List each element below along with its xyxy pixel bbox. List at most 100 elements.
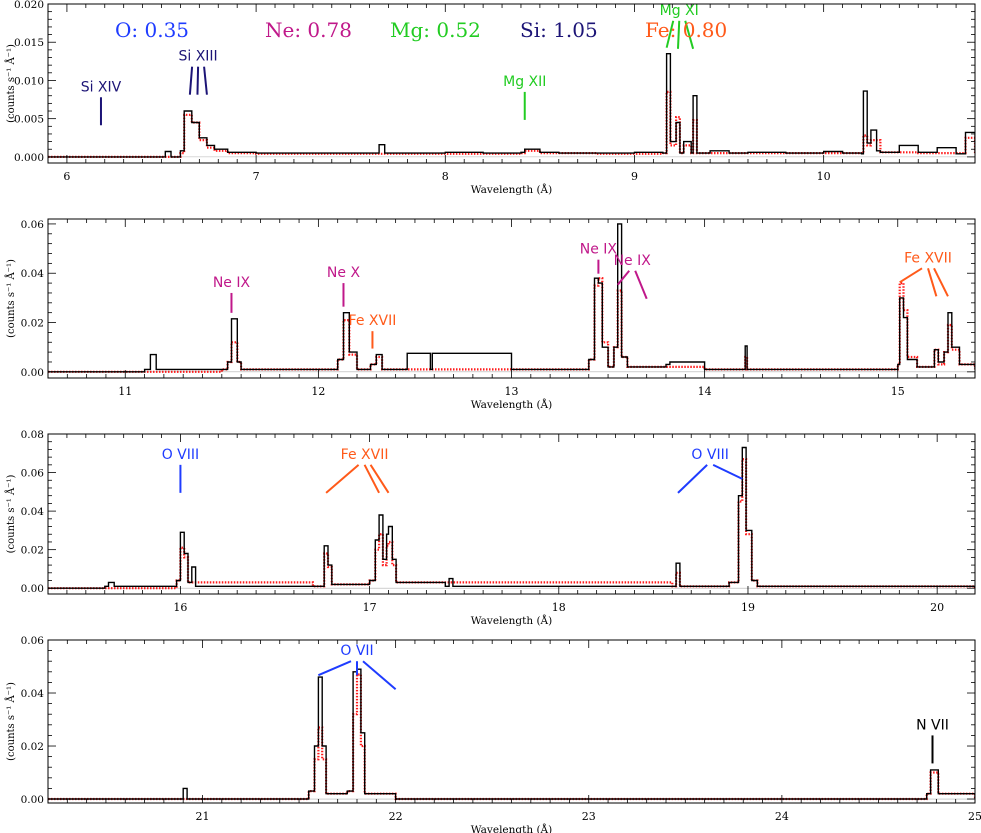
line-id-pointer bbox=[196, 66, 200, 95]
y-tick-label: 0.06 bbox=[21, 468, 45, 480]
series-model bbox=[48, 90, 975, 158]
abundance-label: Ne: 0.78 bbox=[265, 18, 352, 42]
y-tick-label: 0.010 bbox=[14, 75, 44, 87]
series-observed bbox=[48, 446, 975, 589]
line-id-label: N VII bbox=[916, 717, 949, 733]
abundance-label: Mg: 0.52 bbox=[390, 18, 481, 42]
line-id-fe-xvii: Fe XVII bbox=[325, 447, 390, 494]
line-id-ne-ix: Ne IX bbox=[614, 253, 652, 300]
line-id-n-vii: N VII bbox=[916, 717, 949, 764]
line-id-label: Ne X bbox=[327, 265, 361, 281]
y-axis-label: (counts s⁻¹ Å⁻¹) bbox=[5, 682, 17, 761]
plot-frame bbox=[47, 3, 976, 164]
x-tick-label: 14 bbox=[698, 385, 712, 398]
line-id-ne-x: Ne X bbox=[327, 265, 361, 307]
x-tick-label: 7 bbox=[253, 170, 260, 183]
y-tick-label: 0.02 bbox=[21, 741, 44, 753]
line-id-pointer bbox=[188, 66, 194, 95]
line-id-label: O VIII bbox=[691, 447, 728, 463]
series-observed bbox=[48, 53, 975, 158]
series-group bbox=[48, 668, 975, 801]
line-id-fe-xvii: Fe XVII bbox=[349, 313, 397, 349]
abundance-label: O: 0.35 bbox=[115, 18, 189, 42]
series-model bbox=[48, 458, 975, 590]
y-tick-label: 0.06 bbox=[21, 219, 45, 231]
series-observed bbox=[48, 223, 975, 373]
y-tick-label: 0.020 bbox=[14, 0, 44, 11]
line-id-pointer bbox=[899, 267, 923, 284]
x-tick-label: 19 bbox=[741, 601, 755, 614]
y-tick-label: 0.00 bbox=[21, 794, 44, 806]
x-tick-label: 20 bbox=[930, 601, 944, 614]
panel-3: 16 17 18 19 20 0.00 0.02 0.04 0.06 0.08 Wavelength… bbox=[5, 429, 976, 627]
line-id-o-vii: O VII bbox=[317, 643, 397, 690]
line-id-label: Si XIII bbox=[178, 49, 217, 65]
line-id-label: O VII bbox=[340, 643, 373, 659]
y-tick-label: 0.015 bbox=[14, 37, 44, 49]
x-tick-label: 9 bbox=[631, 170, 638, 183]
series-group bbox=[48, 53, 975, 158]
line-id-pointer bbox=[933, 267, 949, 297]
line-id-label: Ne IX bbox=[213, 275, 251, 291]
line-id-pointer bbox=[665, 20, 675, 48]
y-tick-label: 0.00 bbox=[21, 367, 44, 379]
line-id-label: Fe XVII bbox=[341, 447, 389, 463]
x-tick-label: 21 bbox=[196, 810, 210, 823]
line-id-label: Fe XVII bbox=[349, 313, 397, 329]
line-id-pointer bbox=[325, 464, 360, 494]
line-id-label: Fe XVII bbox=[904, 250, 952, 266]
x-axis-label: Wavelength (Å) bbox=[471, 822, 552, 833]
panel-4: 21 22 23 24 25 0.00 0.02 0.04 0.06 Wavelength (Å)… bbox=[5, 635, 981, 833]
line-id-label: Ne IX bbox=[614, 253, 652, 269]
x-axis-label: Wavelength (Å) bbox=[471, 182, 552, 196]
x-tick-label: 17 bbox=[363, 601, 377, 614]
abundance-label: Si: 1.05 bbox=[520, 18, 598, 42]
line-id-pointer bbox=[927, 268, 938, 297]
y-axis-label: (counts s⁻¹ Å⁻¹) bbox=[5, 475, 17, 554]
x-tick-label: 13 bbox=[505, 385, 519, 398]
x-axis-label: Wavelength (Å) bbox=[471, 613, 552, 627]
line-id-pointer bbox=[362, 660, 397, 690]
line-id-pointer bbox=[203, 66, 208, 95]
line-id-pointer bbox=[634, 270, 648, 300]
y-tick-label: 0.06 bbox=[21, 635, 45, 647]
x-tick-label: 10 bbox=[817, 170, 831, 183]
x-tick-label: 12 bbox=[311, 385, 325, 398]
line-id-fe-xvii: Fe XVII bbox=[899, 250, 952, 297]
series-observed bbox=[48, 668, 975, 800]
line-id-mg-xi: Mg XI bbox=[660, 3, 699, 50]
series-model bbox=[48, 673, 975, 801]
y-tick-label: 0.02 bbox=[21, 545, 44, 557]
line-id-label: Si XIV bbox=[81, 79, 122, 95]
x-tick-label: 6 bbox=[63, 170, 70, 183]
x-axis-label: Wavelength (Å) bbox=[471, 397, 552, 411]
y-tick-label: 0.04 bbox=[21, 688, 45, 700]
line-id-si-xiv: Si XIV bbox=[81, 79, 122, 126]
plot-frame bbox=[47, 433, 976, 595]
x-tick-label: 18 bbox=[552, 601, 566, 614]
x-tick-label: 25 bbox=[968, 810, 981, 823]
x-tick-label: 15 bbox=[891, 385, 905, 398]
x-tick-label: 22 bbox=[389, 810, 403, 823]
line-id-pointer bbox=[616, 270, 630, 286]
line-id-pointer bbox=[363, 464, 380, 494]
line-id-label: Ne IX bbox=[580, 242, 618, 258]
y-axis-label: (counts s⁻¹ Å⁻¹) bbox=[5, 44, 17, 123]
y-tick-label: 0.04 bbox=[21, 268, 45, 280]
y-tick-label: 0.04 bbox=[21, 506, 45, 518]
line-id-pointer bbox=[369, 464, 390, 494]
y-tick-label: 0.00 bbox=[21, 583, 44, 595]
panel-1: 6 7 8 9 10 0.000 0.005 0.010 0.015 0.020 Wavelengt… bbox=[5, 0, 976, 196]
line-id-ne-ix: Ne IX bbox=[213, 275, 251, 313]
line-id-pointer bbox=[317, 660, 352, 677]
line-id-label: Mg XI bbox=[660, 3, 699, 19]
x-tick-label: 11 bbox=[118, 385, 132, 398]
line-id-pointer bbox=[676, 20, 681, 49]
line-id-pointer bbox=[712, 463, 743, 480]
line-id-label: O VIII bbox=[162, 447, 199, 463]
y-tick-label: 0.08 bbox=[21, 429, 44, 441]
line-id-label: Mg XII bbox=[503, 74, 546, 90]
line-id-mg-xii: Mg XII bbox=[503, 74, 546, 120]
line-id-o-viii: O VIII bbox=[677, 447, 743, 494]
